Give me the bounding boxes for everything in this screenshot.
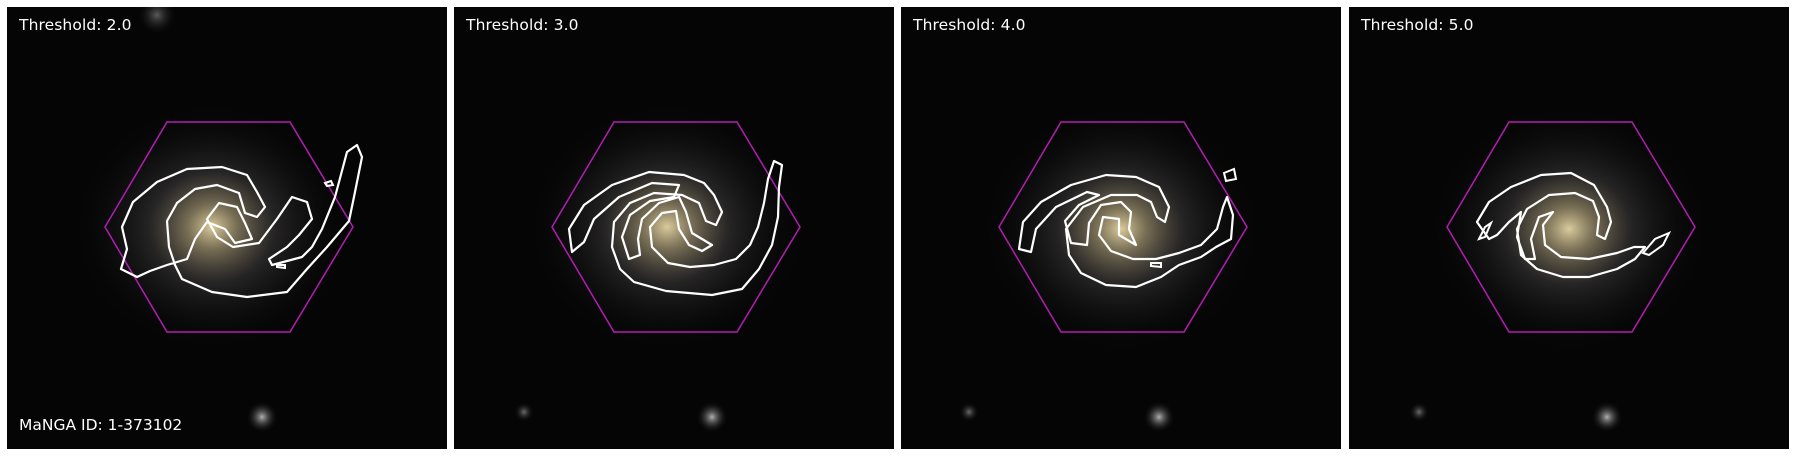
ifu-hexagon — [551, 121, 801, 333]
manga-id-label: MaNGA ID: 1-373102 — [19, 416, 183, 434]
ifu-hexagon — [998, 121, 1248, 333]
threshold-label: Threshold: 5.0 — [1361, 16, 1474, 34]
panel-threshold-4: Threshold: 4.0 — [901, 7, 1341, 449]
arm-contour — [1017, 173, 1235, 289]
arm-contour — [1475, 171, 1647, 279]
arm-contour — [1641, 231, 1672, 257]
ifu-hexagon — [104, 121, 354, 333]
arm-contour — [276, 264, 286, 270]
ifu-hexagon — [1446, 121, 1696, 333]
arm-contour — [119, 143, 364, 299]
galaxy-image — [1349, 7, 1789, 449]
threshold-label: Threshold: 2.0 — [19, 16, 132, 34]
arm-contour — [323, 179, 335, 188]
arm-contour — [1477, 220, 1494, 241]
threshold-label: Threshold: 3.0 — [466, 16, 579, 34]
panel-threshold-2: Threshold: 2.0 MaNGA ID: 1-373102 — [7, 7, 447, 449]
panel-threshold-3: Threshold: 3.0 — [454, 7, 894, 449]
arm-contour — [1150, 262, 1162, 269]
arm-contour — [1222, 167, 1238, 183]
galaxy-image — [454, 7, 894, 449]
panel-threshold-5: Threshold: 5.0 — [1349, 7, 1789, 449]
threshold-label: Threshold: 4.0 — [913, 16, 1026, 34]
galaxy-image — [7, 7, 447, 449]
arm-contour — [567, 159, 784, 297]
galaxy-image — [901, 7, 1341, 449]
